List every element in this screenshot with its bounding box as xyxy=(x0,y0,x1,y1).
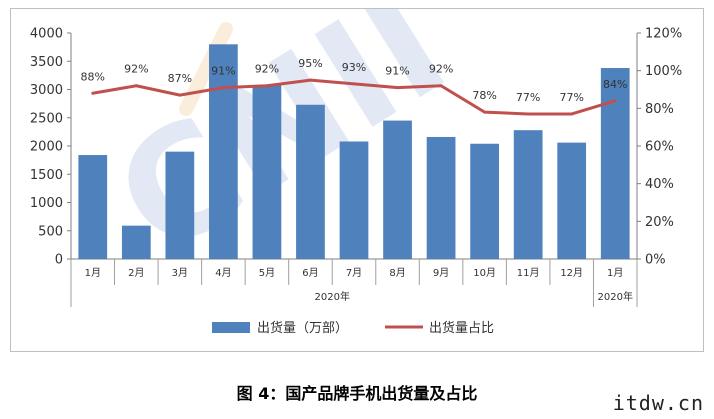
line-point xyxy=(613,99,617,103)
line-point xyxy=(526,112,530,116)
x-tick-label: 8月 xyxy=(389,267,405,279)
bar xyxy=(600,68,630,259)
data-label: 92% xyxy=(255,63,279,76)
data-label: 78% xyxy=(472,89,496,102)
bar xyxy=(470,143,499,259)
x-tick-label: 9月 xyxy=(433,267,449,279)
y-right-tick-label: 120% xyxy=(645,27,682,42)
x-tick-label: 1月 xyxy=(85,267,101,279)
y-left-tick-label: 2500 xyxy=(30,111,63,126)
bar xyxy=(165,151,195,259)
y-right-tick-label: 100% xyxy=(645,64,682,79)
bar xyxy=(513,130,543,259)
legend-swatch-bar xyxy=(212,322,250,333)
line-point xyxy=(265,84,269,88)
x-tick-label: 1月 xyxy=(607,267,623,279)
data-label: 77% xyxy=(559,91,583,104)
x-group-label: 2020年 xyxy=(598,290,633,303)
y-left-tick-label: 3000 xyxy=(30,83,63,98)
bar xyxy=(557,142,587,259)
data-labels: 88% 92% 87% 91% 92% 95% 93% 91% 92% 78% 77% 77% 84% xyxy=(81,57,628,104)
bar xyxy=(121,225,151,259)
bar xyxy=(426,136,456,259)
data-label: 77% xyxy=(516,91,540,104)
bar xyxy=(339,141,369,259)
data-label: 87% xyxy=(168,72,192,85)
y-left-tick-label: 2000 xyxy=(30,140,63,155)
y-left-tick-label: 1000 xyxy=(30,196,63,211)
x-tick-label: 10月 xyxy=(473,267,496,279)
bar-series xyxy=(78,44,630,259)
x-tick-label: 3月 xyxy=(172,267,188,279)
y-left-tick-label: 500 xyxy=(38,224,63,239)
line-series xyxy=(91,78,617,116)
x-tick-label: 11月 xyxy=(517,267,540,279)
x-tick-label: 12月 xyxy=(560,267,583,279)
line-point xyxy=(396,86,400,90)
data-label: 93% xyxy=(342,61,366,74)
x-tick-label: 5月 xyxy=(259,267,275,279)
line-point xyxy=(221,86,225,90)
line-point xyxy=(308,78,312,82)
bar xyxy=(209,44,238,259)
y-right-tick-label: 0% xyxy=(645,253,666,268)
chart-axes: 0 500 1000 1500 2000 2500 3000 3500 4000 0% 20% 40%… xyxy=(30,27,682,307)
site-watermark: itdw.cn xyxy=(612,391,704,415)
y-left-tick-label: 4000 xyxy=(30,27,63,42)
y-left-tick-label: 0 xyxy=(55,253,63,268)
y-left-tick-label: 3500 xyxy=(30,55,63,70)
legend-label: 出货量占比 xyxy=(429,320,494,336)
bar xyxy=(252,84,282,259)
y-right-tick-label: 80% xyxy=(645,102,674,117)
x-tick-label: 4月 xyxy=(215,267,231,279)
y-right-tick-label: 60% xyxy=(645,140,674,155)
x-tick-label: 7月 xyxy=(346,267,362,279)
chart-svg: CNII 050010001500200025003000350040000%2… xyxy=(30,9,682,336)
data-label: 88% xyxy=(81,70,105,83)
data-label: 92% xyxy=(124,63,148,76)
figure-caption: 图 4：国产品牌手机出货量及占比 xyxy=(236,384,478,403)
line-point xyxy=(570,112,574,116)
y-right-tick-label: 40% xyxy=(645,177,674,192)
x-tick-label: 2月 xyxy=(128,267,144,279)
data-label: 95% xyxy=(298,57,322,70)
legend-label: 出货量（万部） xyxy=(257,320,348,336)
data-label: 91% xyxy=(385,65,409,78)
line-point xyxy=(91,91,95,95)
chart-legend: 出货量（万部） 出货量占比 xyxy=(212,320,494,336)
line-point xyxy=(483,110,487,114)
y-left-tick-label: 1500 xyxy=(30,168,63,183)
y-right-tick-label: 20% xyxy=(645,215,674,230)
x-tick-label: 6月 xyxy=(302,267,318,279)
data-label: 91% xyxy=(211,65,235,78)
x-group-label: 2020年 xyxy=(315,290,350,303)
bar xyxy=(383,120,412,259)
bar xyxy=(78,155,108,259)
data-label: 84% xyxy=(603,78,627,91)
bar xyxy=(296,104,325,259)
line-point xyxy=(352,82,356,86)
line-point xyxy=(178,93,182,97)
data-label: 92% xyxy=(429,63,453,76)
chart-frame: CNII 050010001500200025003000350040000%2… xyxy=(10,8,704,352)
line-point xyxy=(439,84,443,88)
line-point xyxy=(134,84,138,88)
